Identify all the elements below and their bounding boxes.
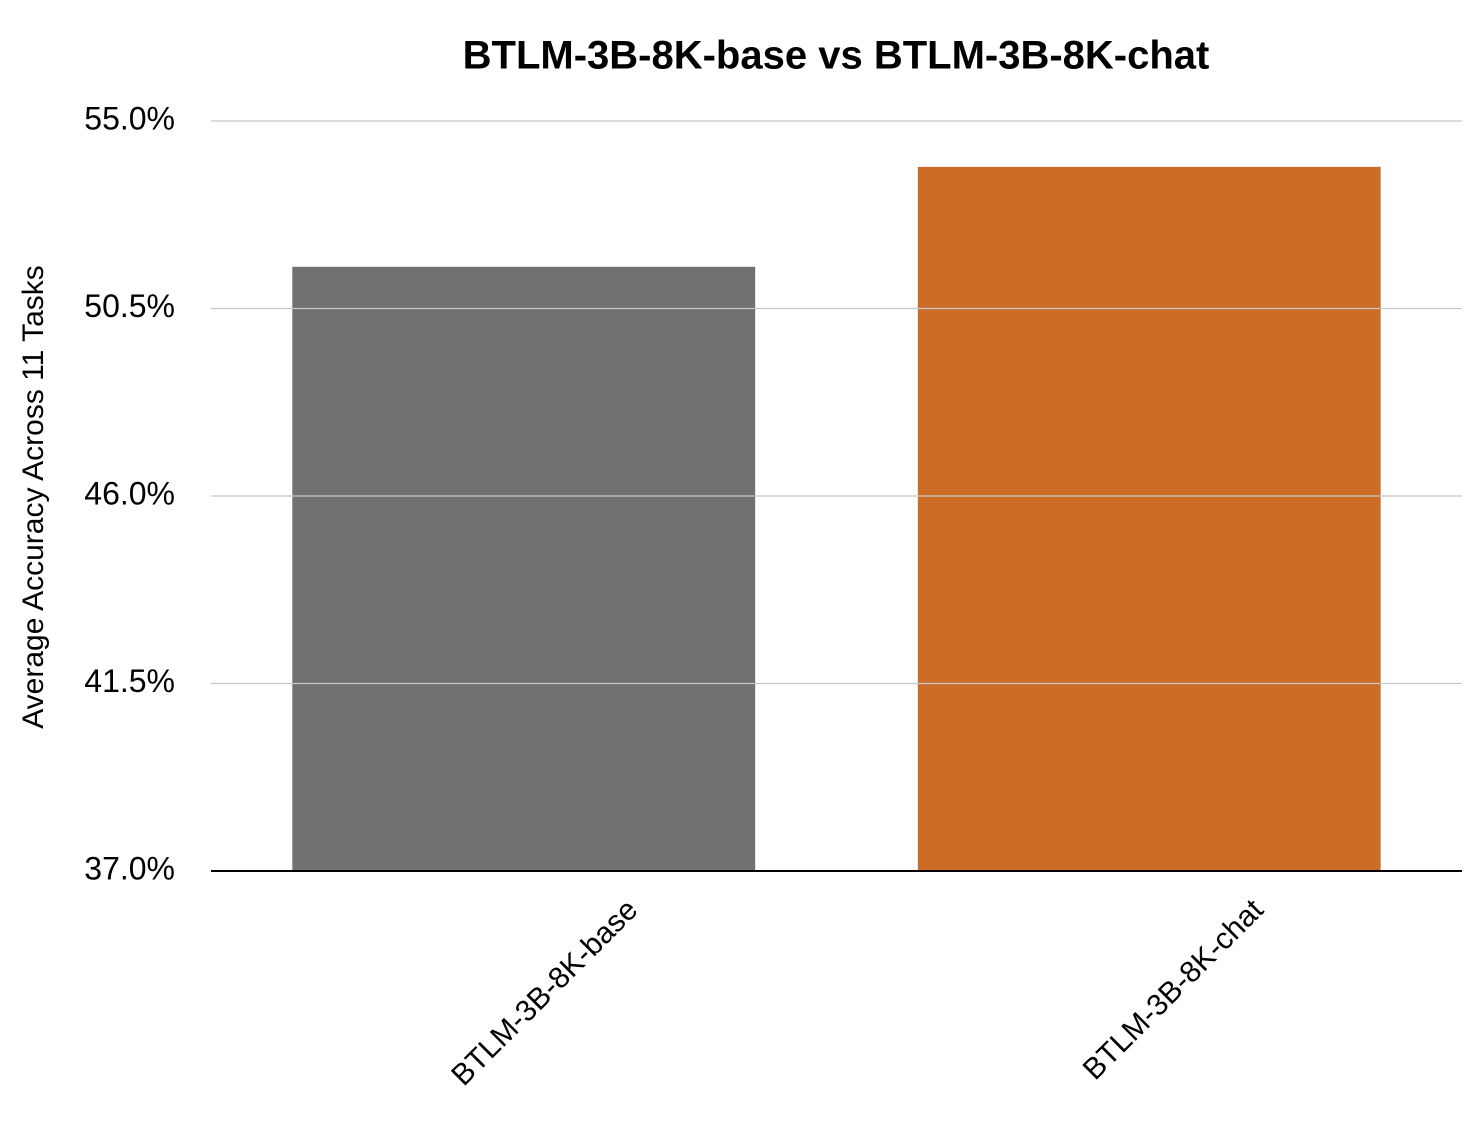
bar [917,166,1381,872]
y-tick-label: 41.5% [84,663,175,699]
chart-title: BTLM-3B-8K-base vs BTLM-3B-8K-chat [463,34,1210,78]
y-tick-label: 46.0% [84,475,175,511]
x-tick-label: BTLM-3B-8K-chat [1077,893,1271,1087]
y-axis-label: Average Accuracy Across 11 Tasks [17,265,50,729]
y-tick-label: 55.0% [84,100,175,136]
bar [292,266,756,871]
y-tick-label: 37.0% [84,850,175,886]
y-tick-label: 50.5% [84,288,175,324]
x-tick-label: BTLM-3B-8K-base [445,893,644,1092]
